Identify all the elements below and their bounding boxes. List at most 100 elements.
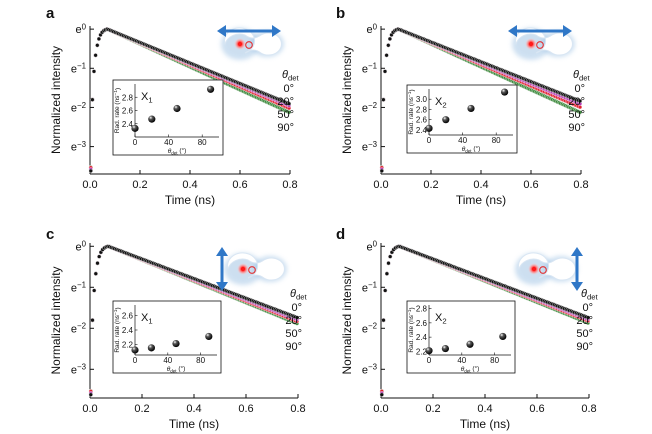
y-tick-label: e−2 [71,101,86,115]
inset-a: 0 40 80 2.4 2.6 2.8 θdet (°) Rad. rate (ns−1) X1 [112,79,224,156]
emitter [240,266,246,272]
x-tick-label: 0.0 [82,403,97,415]
legend-title: θdet [290,288,308,301]
inset-title: X2 [435,96,447,109]
data-point [88,168,93,173]
x-tick-label: 0.6 [523,179,538,191]
data-point [379,392,384,397]
y-tick-label: e−2 [362,322,377,336]
antenna-icon [217,25,284,60]
data-point [387,36,392,41]
inset-frame [406,84,518,154]
series-0deg [379,27,583,173]
y-tick-label: e−1 [362,281,378,295]
y-tick-label: e−2 [71,322,86,336]
inset-y-label: Rad. rate (ns−1) [407,307,416,352]
x-tick-label: 0.8 [581,403,596,415]
legend-entry: 50° [277,109,294,121]
inset-data-point [148,115,156,123]
inset-y-tick-label: 2.4 [122,326,134,335]
x-tick-label: 0.2 [425,403,440,415]
data-point [96,36,101,41]
x-axis-label: Time (ns) [456,193,506,207]
inset-y-tick-label: 2.6 [122,107,134,116]
inset-y-label: Rad. rate (ns−1) [113,88,122,133]
inset-y-tick-label: 2.8 [416,105,428,114]
inset-data-point [131,346,139,354]
data-point [384,271,389,276]
arrow-head-down [216,282,228,291]
inset-b: 0 40 80 2.42.6 2.83.0 θdet (°) Rad. rate (ns−1… [406,84,518,154]
legend-entry: 90° [285,341,302,353]
inset-y-label: Rad. rate (ns−1) [407,89,416,134]
data-point [585,315,591,320]
y-tick-label: e−1 [71,281,87,295]
arrow-head-right [272,25,281,37]
series-0deg [88,244,300,397]
inset-x-label: θdet (°) [167,364,186,373]
inset-x-tick-label: 0 [427,136,432,145]
inset-data-point [501,88,509,96]
inset-y-tick-label: 2.4 [122,120,134,129]
inset-x-tick-label: 40 [457,356,466,365]
y-axis-label: Normalized intensity [340,46,354,154]
data-point [386,261,391,266]
y-tick-label: e−3 [362,363,378,377]
y-tick-label: e−3 [71,140,87,154]
y-tick-label: e−1 [71,62,87,76]
data-point [383,288,388,293]
inset-data-point [467,104,475,113]
emitter [531,266,537,272]
emitter-ring [536,41,544,49]
inset-data-point [207,85,215,93]
antenna-shape [518,252,576,281]
x-tick-label: 0.4 [477,403,492,415]
inset-y-tick-label: 2.4 [416,126,428,135]
inset-x-tick-label: 0 [133,356,138,365]
x-tick-label: 0.4 [186,403,201,415]
legend-entry: 90° [568,122,585,134]
inset-x-tick-label: 0 [427,356,432,365]
x-tick-label: 0.4 [473,179,488,191]
arrow-head-right [563,25,572,37]
data-point [382,69,388,74]
x-tick-label: 0.8 [290,403,305,415]
inset-data-point [173,104,181,113]
y-axis-label: Normalized intensity [340,266,354,374]
inset-data-point [425,347,433,355]
inset-x-tick-label: 80 [492,136,501,145]
data-point [379,168,384,173]
inset-data-point [441,344,449,353]
emitter-ring [539,266,547,274]
antenna-icon [515,247,583,291]
legend-title: θdet [581,288,599,301]
inset-data-point [131,124,139,132]
inset-data-point [172,339,180,348]
inset-data-point [466,340,474,348]
y-tick-label: e−3 [362,140,378,154]
legend-entry: 50° [576,328,593,340]
antenna-icon [508,25,575,60]
data-point [92,288,97,293]
x-tick-label: 0.2 [423,179,438,191]
data-point [294,315,300,320]
legend-entry: 0° [291,302,302,314]
inset-frame [406,300,516,374]
legend-entry: 20° [576,315,593,327]
data-point [577,110,583,115]
inset-data-point [205,332,213,341]
data-point [384,53,389,58]
emitter [237,41,243,47]
inset-y-label: Rad. rate (ns−1) [113,307,122,352]
data-point [93,53,98,58]
x-axis-label: Time (ns) [165,193,215,207]
panel-c: c 0.0 0.2 0.4 0.6 0.8 e0 e−1 e−2 e−3 Time (ns) Norm… [46,226,308,431]
data-point [286,101,292,106]
panel-b: b 0.0 0.2 0.4 0.6 0.8 e0 e−1 e−2 e−3 Time (ns) Norm… [336,5,591,207]
legend-entry: 50° [568,109,585,121]
legend-entry: 20° [568,96,585,108]
data-point [90,97,95,102]
inset-data-point [442,116,450,124]
legend-title: θdet [573,69,591,82]
antenna-icon [216,247,287,291]
